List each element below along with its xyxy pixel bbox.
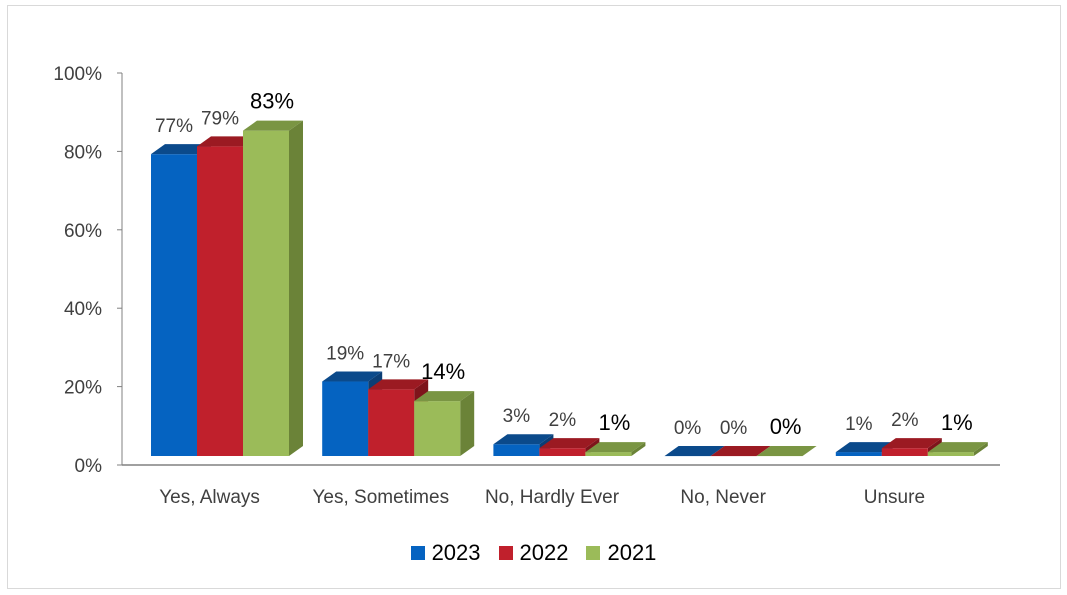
bar-top (197, 136, 257, 147)
bar (493, 444, 540, 456)
legend-label: 2022 (519, 540, 569, 565)
bar-top (414, 391, 475, 402)
bar (322, 381, 369, 456)
legend-item: 2023 (410, 540, 481, 566)
data-label: 83% (250, 89, 294, 114)
data-label: 79% (201, 108, 239, 129)
data-label: 19% (326, 344, 364, 365)
bar-top (585, 442, 646, 453)
bar-top (710, 446, 771, 456)
bar-top (322, 371, 383, 382)
data-label: 2% (549, 410, 577, 431)
legend: 2023 2022 2021 (0, 540, 1067, 566)
bar (881, 448, 928, 456)
bar (368, 389, 415, 456)
bar-top (243, 120, 303, 131)
legend-swatch (498, 546, 513, 560)
bar-top (835, 442, 896, 453)
x-category-label: Unsure (864, 487, 925, 508)
data-label: 1% (941, 410, 973, 435)
bar-top (368, 379, 429, 390)
bar-top (493, 434, 554, 445)
y-tick-label: 0% (75, 456, 103, 477)
x-category-label: No, Never (680, 487, 766, 508)
bar (151, 154, 197, 456)
legend-swatch (586, 546, 601, 560)
bar (539, 448, 586, 456)
bar-side (631, 442, 646, 456)
legend-label: 2021 (607, 540, 657, 565)
bar (835, 452, 882, 456)
bar-top (927, 442, 988, 453)
data-label: 1% (845, 414, 873, 435)
bar-top (151, 144, 211, 155)
bar (585, 452, 632, 456)
legend-swatch (410, 546, 425, 560)
legend-item: 2021 (586, 540, 656, 566)
data-label: 0% (674, 418, 702, 439)
data-label: 3% (503, 406, 531, 427)
bar-side (973, 442, 988, 456)
y-tick-label: 80% (64, 142, 102, 163)
bar (414, 401, 461, 456)
bar (197, 146, 243, 456)
bar-top (881, 438, 942, 449)
bar-side (289, 120, 303, 456)
data-label: 0% (770, 414, 802, 439)
data-label: 1% (599, 410, 631, 435)
bar (927, 452, 974, 456)
data-label: 77% (155, 116, 193, 137)
data-label: 0% (720, 418, 748, 439)
data-label: 14% (421, 359, 465, 384)
bar-top (756, 446, 817, 456)
y-tick-label: 100% (53, 64, 102, 85)
x-category-label: Yes, Always (159, 487, 260, 508)
data-label: 2% (891, 410, 919, 431)
y-tick-label: 60% (64, 221, 102, 242)
bar-side (460, 391, 475, 456)
bar-chart: 0% 20% 40% 60% 80% 100% 77% 79% 83% Yes, Always 19… (53, 64, 1000, 508)
x-category-label: Yes, Sometimes (313, 487, 450, 508)
legend-label: 2023 (431, 540, 481, 565)
bar-top (539, 438, 600, 449)
bar (243, 130, 289, 456)
bar-top (664, 446, 725, 456)
legend-item: 2022 (498, 540, 569, 566)
x-category-label: No, Hardly Ever (485, 487, 620, 508)
y-tick-label: 20% (64, 378, 102, 399)
data-label: 17% (372, 351, 410, 372)
y-tick-label: 40% (64, 299, 102, 320)
